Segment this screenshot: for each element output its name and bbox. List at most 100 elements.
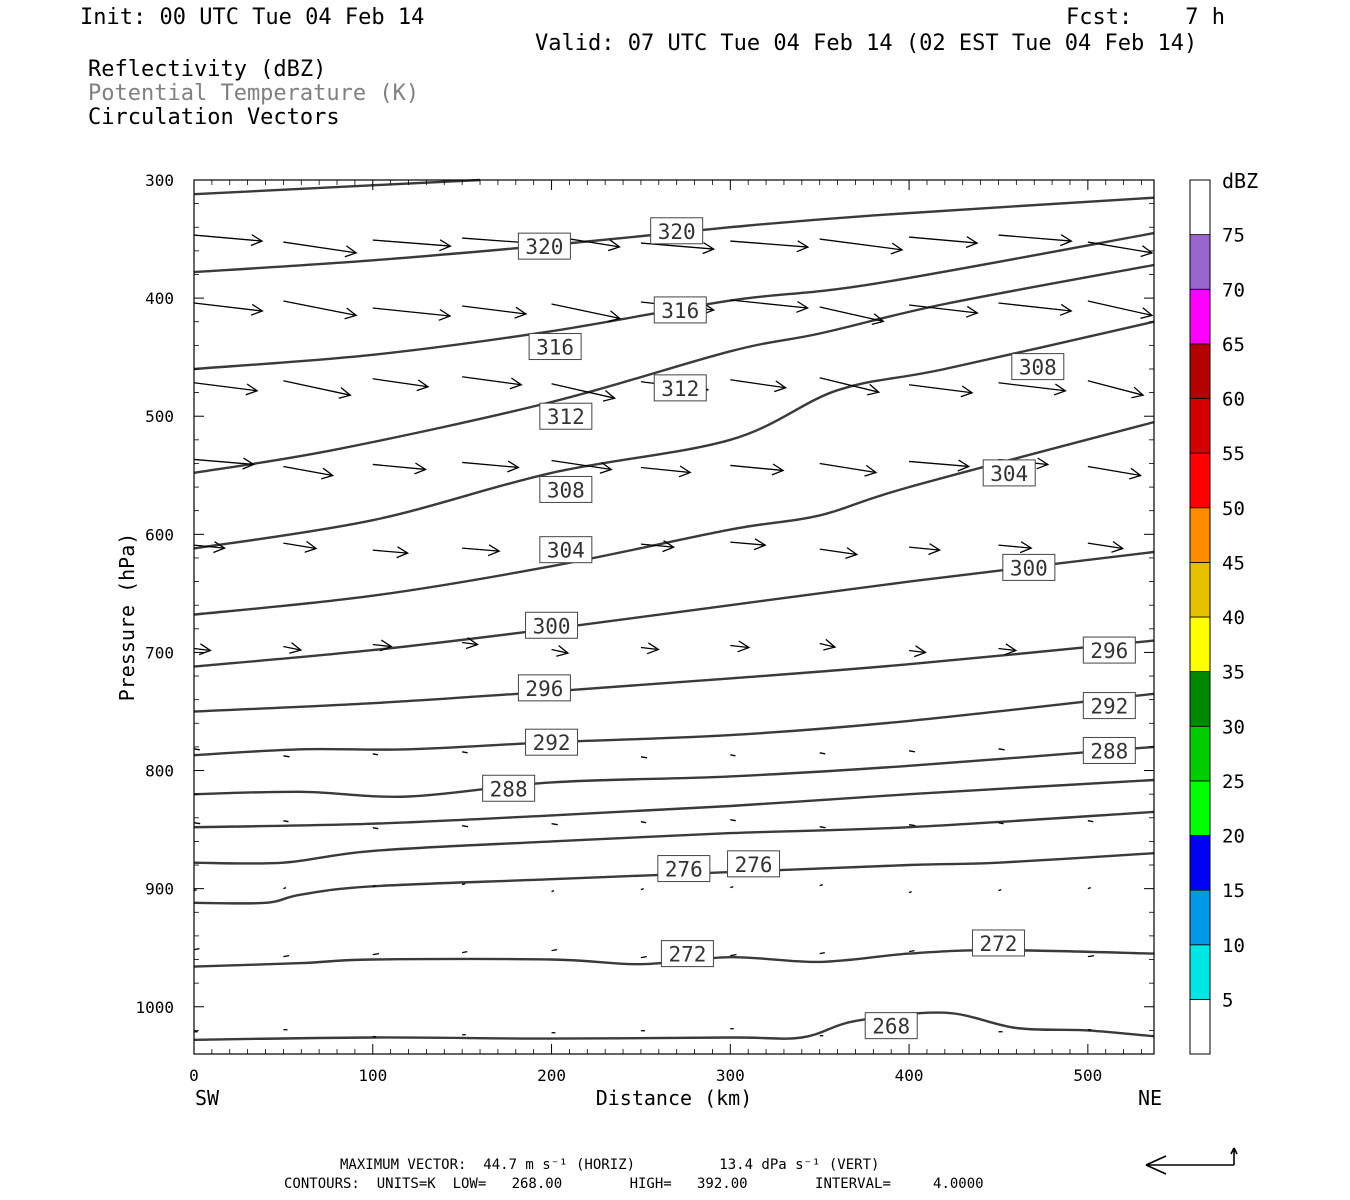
x-tick-label: 100 [358,1066,387,1085]
wind-vector [1087,380,1144,396]
wind-vector [283,645,301,651]
colorbar-segment [1189,835,1211,891]
colorbar-label: 45 [1222,552,1245,574]
wind-vector [640,646,659,651]
theta-contour-308 [193,320,1155,550]
colorbar-segment [1189,343,1211,399]
wind-vector [372,643,392,648]
contour-label-box [525,728,579,756]
colorbar-segment [1189,288,1211,345]
wind-vector-head [344,245,358,258]
contour-label-312: 312 [547,405,585,429]
wind-vector [462,641,478,646]
colorbar-label: 30 [1222,716,1245,738]
contour-label-box [528,333,582,361]
x-tick-label: 300 [716,1066,745,1085]
wind-vector [819,462,877,474]
wind-vector-head [250,234,264,247]
wind-vector-head [338,387,352,399]
wind-vector [283,887,287,890]
wind-vector [998,302,1072,312]
wind-vector [998,647,1017,652]
contour-label-268: 268 [872,1015,910,1039]
theta-contour-312 [193,263,1155,475]
wind-vector-head [213,541,227,554]
contour-label-300: 300 [533,614,571,638]
wind-vector [372,885,376,888]
theta-contour-284 [193,778,1155,829]
contour-label-300: 300 [1010,556,1048,580]
field-vectors: Circulation Vectors [88,105,340,130]
contour-label-box [864,1012,918,1040]
wind-vector-head [289,642,303,654]
wind-vector-head [662,540,676,553]
wind-vector-head [245,383,259,396]
wind-vector-head [753,538,767,551]
wind-vector [998,748,1005,751]
colorbar-label: 55 [1222,443,1245,465]
wind-vector [551,459,612,471]
contour-label-box [517,232,571,260]
y-tick-label: 1000 [135,998,174,1017]
wind-vector [372,753,378,756]
wind-vector [819,826,826,829]
wind-vector-head [599,461,613,474]
contour-label-box [539,402,593,430]
x-tick-label: 400 [895,1066,924,1085]
wind-vector [909,384,973,394]
wind-vector [283,300,357,317]
colorbar-label: 60 [1222,389,1245,411]
wind-vector-head [242,457,256,470]
wind-vector-head [864,464,878,477]
contour-label-296: 296 [525,677,563,701]
plot-frame [193,179,1155,1055]
wind-vector-head [414,462,428,475]
contour-label-box [727,850,781,878]
y-tick-label: 800 [145,762,174,781]
wind-vector [462,825,469,828]
wind-vector [730,299,808,309]
wind-vector-head [1129,467,1143,480]
contour-label-304: 304 [990,462,1028,486]
wind-vector-head [771,463,785,476]
theta-contour-292 [193,692,1155,757]
wind-vector [372,952,380,956]
contour-info: CONTOURS: UNITS=K LOW= 268.00 HIGH= 392.… [284,1176,984,1192]
wind-vector-head [928,543,942,556]
wind-vector [640,955,647,959]
colorbar-label: 35 [1222,662,1245,684]
wind-vector [462,751,468,754]
wind-vector-head [602,390,616,402]
wind-vector-head [438,308,452,321]
wind-vector-head [514,306,528,319]
colorbar-label: 25 [1222,771,1245,793]
dbz-colorbar: 5 10 15 20 25 30 35 40 45 50 55 60 65 70 75 [1189,179,1245,1055]
x-tick-label: 0 [189,1066,199,1085]
wind-vector [998,544,1032,549]
forecast-hour: Fcst: 7 h [1066,5,1225,30]
wind-vector [551,648,569,654]
contour-label-box [660,940,714,968]
colorbar-segment [1189,507,1211,563]
wind-vector [908,750,916,753]
wind-vector [908,824,916,827]
wind-vector [640,821,647,824]
contour-label-box [482,774,536,802]
valid-time: Valid: 07 UTC Tue 04 Feb 14 (02 EST Tue … [535,31,1198,56]
wind-vector [819,951,825,955]
wind-vector-head [1053,383,1067,396]
contour-label-box [982,459,1036,487]
theta-contour-280 [193,810,1155,865]
wind-vector [462,461,519,469]
contour-label-312: 312 [661,377,699,401]
wind-vector [372,549,408,554]
wind-vector [372,239,451,247]
wind-vector-head [1019,541,1033,554]
wind-vector-head [796,300,810,313]
contour-label-320: 320 [658,220,696,244]
wind-vector [193,302,263,312]
colorbar-segment [1189,616,1211,673]
wind-vector [908,949,915,953]
wind-vector [909,304,978,314]
colorbar-label: 20 [1222,826,1245,848]
